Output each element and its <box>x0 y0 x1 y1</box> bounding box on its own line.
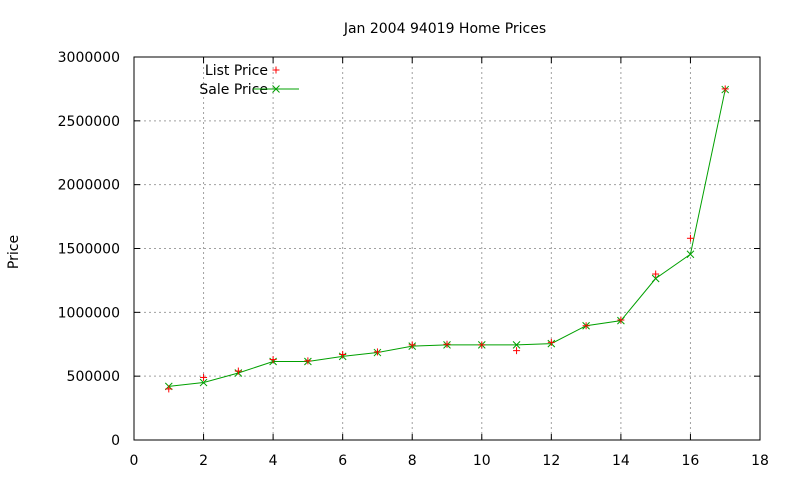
y-tick-label: 0 <box>111 433 120 449</box>
x-tick-label: 6 <box>338 453 347 469</box>
list-price-point <box>339 350 347 358</box>
list-price-point <box>513 347 521 355</box>
x-tick-label: 10 <box>473 453 491 469</box>
x-tick-label: 0 <box>130 453 139 469</box>
x-tick-label: 4 <box>269 453 278 469</box>
legend-sample-list-price <box>272 66 280 74</box>
chart-title: Jan 2004 94019 Home Prices <box>343 21 546 37</box>
plot-frame <box>133 56 761 441</box>
legend-marker-plus <box>272 66 280 74</box>
axis-ticks: 0 2 4 6 8 10 12 14 16 18 0 500000 1000000 1500000 2000… <box>58 50 769 469</box>
legend-label-sale-price: Sale Price <box>199 82 268 98</box>
x-tick-label: 12 <box>542 453 560 469</box>
legend: List Price Sale Price <box>199 63 299 98</box>
y-tick-label: 2500000 <box>58 114 120 130</box>
legend-marker-cross <box>272 85 280 93</box>
x-tick-label: 8 <box>408 453 417 469</box>
list-price-point <box>721 85 729 93</box>
y-tick-label: 1500000 <box>58 242 120 258</box>
legend-sample-sale-price <box>253 85 299 93</box>
list-price-point <box>652 270 660 278</box>
y-tick-label: 3000000 <box>58 50 120 66</box>
list-price-point <box>478 341 486 349</box>
y-tick-label: 1000000 <box>58 305 120 321</box>
legend-label-list-price: List Price <box>205 63 268 79</box>
x-tick-label: 14 <box>612 453 630 469</box>
list-price-point <box>582 322 590 330</box>
sale-price-point <box>512 341 521 349</box>
list-price-point <box>408 341 416 349</box>
list-price-point <box>617 316 625 324</box>
list-price-point <box>443 340 451 348</box>
list-price-point <box>547 338 555 346</box>
list-price-point <box>304 357 312 365</box>
y-tick-label: 500000 <box>67 369 120 385</box>
x-tick-label: 16 <box>682 453 700 469</box>
series-layer <box>164 85 730 393</box>
x-tick-label: 2 <box>199 453 208 469</box>
list-price-point <box>373 348 381 356</box>
sale-price-point <box>686 250 695 259</box>
list-price-point <box>165 385 173 393</box>
list-price-point <box>686 234 694 242</box>
list-price-point <box>269 356 277 364</box>
sale-price-point <box>651 274 660 283</box>
x-tick-label: 18 <box>751 453 769 469</box>
y-axis-label: Price <box>6 235 22 269</box>
list-price-point <box>234 367 242 375</box>
y-tick-label: 2000000 <box>58 178 120 194</box>
list-price-point <box>200 373 208 381</box>
grid-lines <box>134 57 760 440</box>
sale-price-point <box>199 378 208 387</box>
